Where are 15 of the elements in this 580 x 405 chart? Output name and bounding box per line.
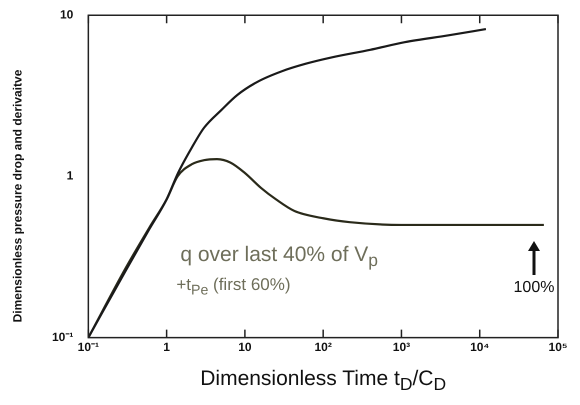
y-tick-label: 10 xyxy=(60,8,74,22)
annotation: q over last 40% of V$_{p}$ xyxy=(180,243,378,272)
y-tick-label: 1 xyxy=(66,168,74,183)
x-axis-title: Dimensionless Time t$_{D}$/C$_{D}$ xyxy=(199,367,448,396)
x-tick-label: 10³ xyxy=(392,340,410,354)
x-tick-label: 10⁵ xyxy=(548,340,568,354)
annotation: +t$_{Pe}$ (first 60%) xyxy=(176,275,291,299)
x-tick-label: 10⁻¹ xyxy=(78,340,100,354)
x-tick-label: 10⁴ xyxy=(470,340,490,354)
x-tick-label: 10 xyxy=(238,340,252,354)
y-tick-label: 10⁻¹ xyxy=(52,330,74,344)
annotation: 100% xyxy=(512,279,556,298)
x-tick-label: 10² xyxy=(314,340,332,354)
y-axis-title: Dimensionless pressure drop and derivaitve xyxy=(10,69,25,325)
x-tick-label: 1 xyxy=(163,340,170,354)
